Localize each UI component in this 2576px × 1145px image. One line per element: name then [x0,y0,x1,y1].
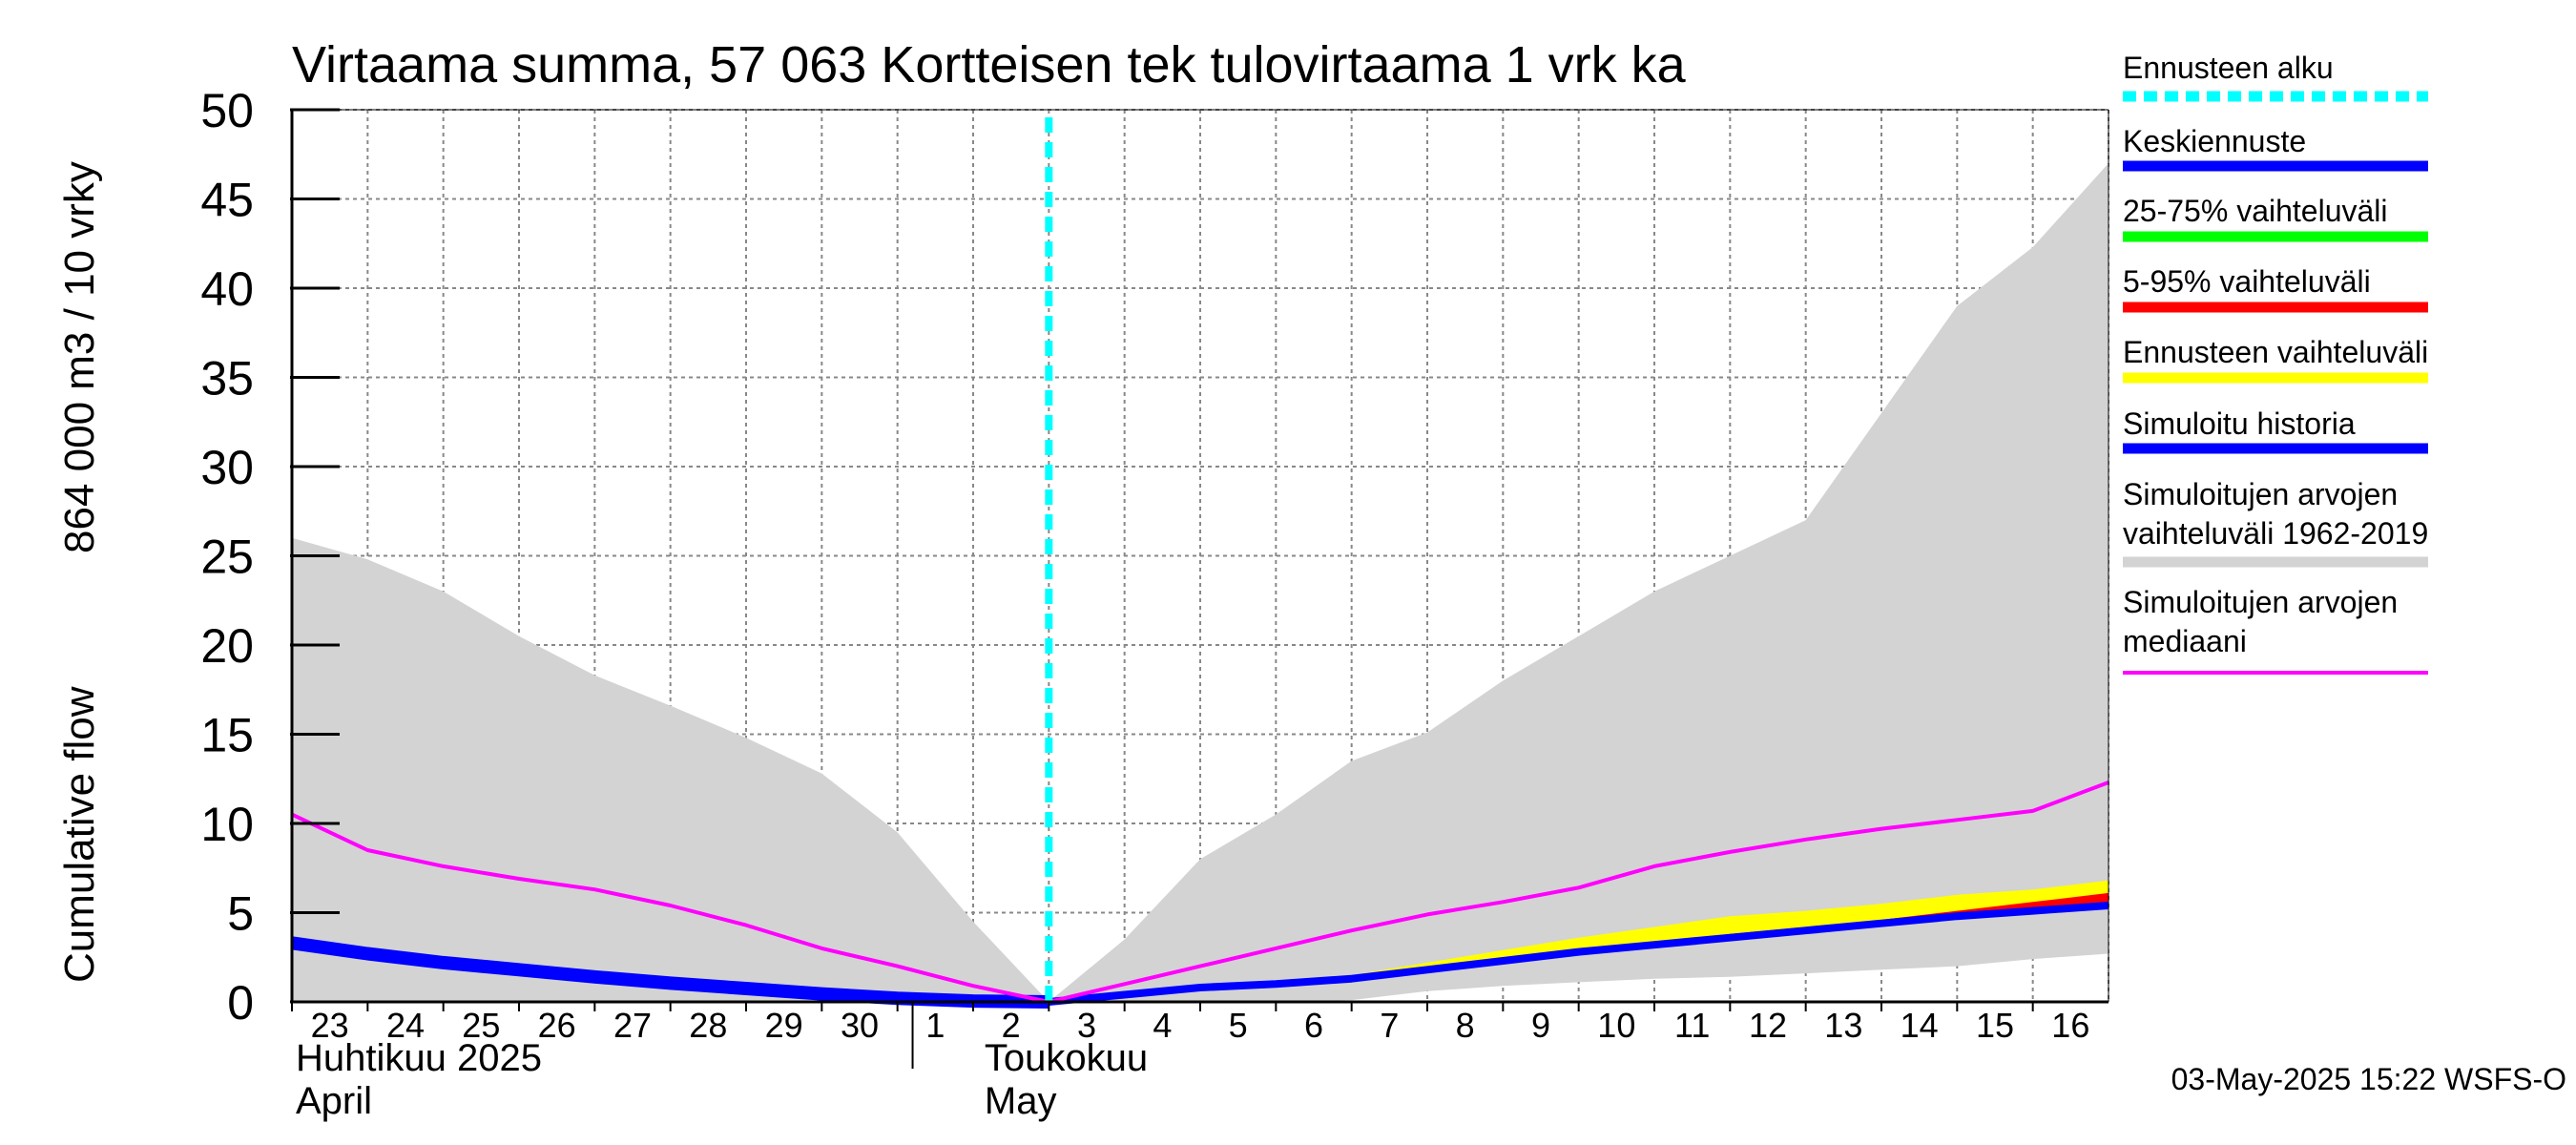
legend-label: mediaani [2123,624,2247,658]
y-tick-label: 35 [200,352,254,406]
x-tick-label: 29 [765,1006,803,1045]
x-tick-label: 4 [1153,1006,1172,1045]
y-tick-label: 10 [200,798,254,851]
x-tick-label: 13 [1824,1006,1862,1045]
y-axis-label-line2: 864 000 m3 / 10 vrky [56,161,103,553]
x-tick-label: 25 [462,1006,500,1045]
x-tick-label: 10 [1597,1006,1635,1045]
historical-median-line [291,781,2109,1004]
x-tick-label: 28 [689,1006,727,1045]
y-tick-label: 40 [200,262,254,316]
x-tick-label: 11 [1674,1006,1710,1045]
y-tick-label: 15 [200,709,254,762]
legend-label: Simuloitu historia [2123,406,2356,441]
x-tick-label: 3 [1077,1006,1096,1045]
x-tick-label: 8 [1456,1006,1475,1045]
x-tick-label: 5 [1229,1006,1248,1045]
x-tick-label: 12 [1749,1006,1787,1045]
legend-label: Simuloitujen arvojen [2123,585,2398,619]
x-tick-label: 2 [1002,1006,1021,1045]
y-axis-label-line1: Cumulative flow [56,686,103,983]
series-layer [291,117,2109,1009]
month-label-line1: Toukokuu [985,1037,1148,1079]
simulated-history-line [291,936,1049,1009]
y-tick-label: 20 [200,619,254,673]
y-tick-label: 30 [200,441,254,494]
x-tick-label: 16 [2051,1006,2089,1045]
month-label-line1: Huhtikuu 2025 [296,1037,542,1079]
x-tick-label: 24 [386,1006,425,1045]
chart-title: Virtaama summa, 57 063 Kortteisen tek tu… [292,36,1687,94]
x-tick-label: 7 [1380,1006,1399,1045]
legend-label: Keskiennuste [2123,124,2306,158]
legend-label: vaihteluväli 1962-2019 [2123,516,2428,551]
y-tick-label: 5 [227,887,254,941]
x-tick-label: 14 [1901,1006,1939,1045]
legend-label: Simuloitujen arvojen [2123,477,2398,511]
y-tick-label: 0 [227,976,254,1030]
month-label-line2: May [985,1080,1057,1122]
legend-label: 5-95% vaihteluväli [2123,264,2371,299]
x-tick-label: 9 [1531,1006,1550,1045]
x-tick-label: 23 [311,1006,349,1045]
historical-range-band [292,163,2109,1003]
ensemble-range-band [1049,880,2109,1002]
footer-timestamp: 03-May-2025 15:22 WSFS-O [2171,1062,2566,1096]
month-label-line2: April [296,1080,372,1122]
legend-label: Ennusteen alku [2123,51,2334,85]
legend-label: 25-75% vaihteluväli [2123,194,2388,228]
x-tick-label: 30 [841,1006,879,1045]
x-tick-label: 6 [1304,1006,1323,1045]
x-tick-label: 1 [925,1006,945,1045]
y-tick-label: 50 [200,84,254,137]
legend: Ennusteen alku Keskiennuste 25-75% vaihtel… [2123,51,2428,675]
x-tick-label: 15 [1976,1006,2014,1045]
legend-label: Ennusteen vaihteluväli [2123,335,2428,369]
x-tick-label: 26 [538,1006,576,1045]
y-tick-label: 45 [200,174,254,227]
median-forecast-line [1048,902,2109,1006]
y-tick-label: 25 [200,531,254,584]
x-tick-label: 27 [613,1006,652,1045]
